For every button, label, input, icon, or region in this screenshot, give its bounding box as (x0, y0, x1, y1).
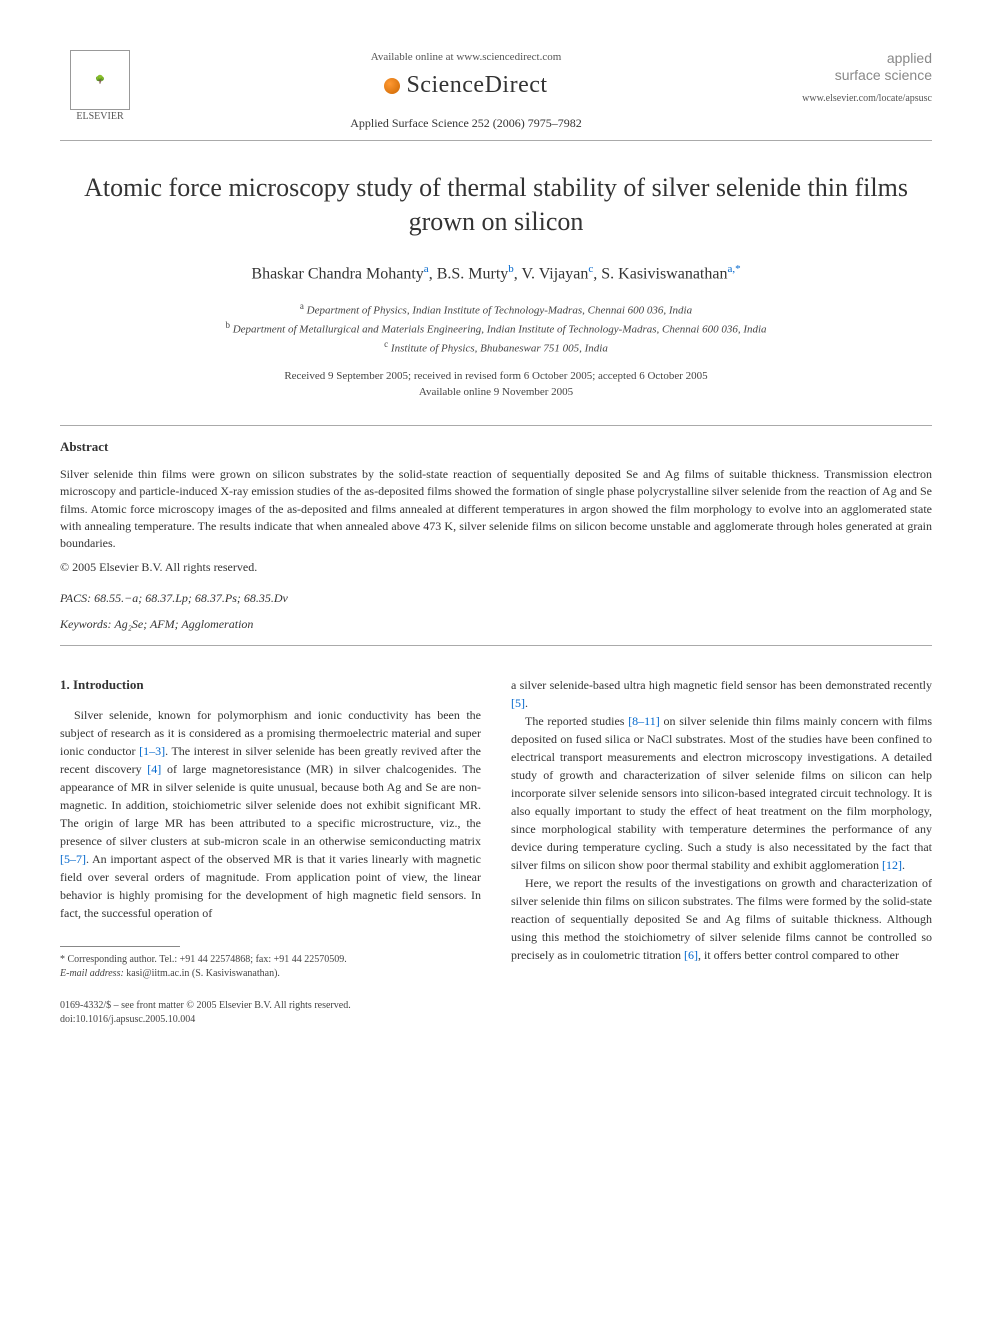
sciencedirect-logo: ScienceDirect (140, 69, 792, 103)
elsevier-label: ELSEVIER (60, 110, 140, 124)
journal-brand-line2: surface science (792, 67, 932, 84)
corresponding-star-icon: * (735, 263, 741, 275)
elsevier-logo: 🌳 ELSEVIER (60, 50, 140, 124)
keywords-line: Keywords: Ag₂Se; AFM; Agglomeration (60, 616, 932, 633)
intro-heading: 1. Introduction (60, 676, 481, 694)
footnote-corr: * Corresponding author. Tel.: +91 44 225… (60, 953, 481, 967)
left-column: 1. Introduction Silver selenide, known f… (60, 676, 481, 1027)
affiliation-c-text: Institute of Physics, Bhubaneswar 751 00… (391, 343, 608, 355)
footnote-email-label: E-mail address: (60, 968, 124, 979)
abstract-bottom-divider (60, 645, 932, 646)
article-dates: Received 9 September 2005; received in r… (60, 368, 932, 401)
dates-received: Received 9 September 2005; received in r… (60, 368, 932, 385)
body-columns: 1. Introduction Silver selenide, known f… (60, 676, 932, 1027)
author-3-affil: c (588, 263, 593, 275)
pacs-line: PACS: 68.55.−a; 68.37.Lp; 68.37.Ps; 68.3… (60, 590, 932, 607)
author-4-affil: a, (727, 263, 735, 275)
footnote-email-line: E-mail address: kasi@iitm.ac.in (S. Kasi… (60, 967, 481, 981)
journal-url: www.elsevier.com/locate/apsusc (792, 92, 932, 106)
elsevier-tree-icon: 🌳 (70, 50, 130, 110)
footnote-email: kasi@iitm.ac.in (S. Kasiviswanathan). (126, 968, 280, 979)
journal-brand-line1: applied (792, 50, 932, 67)
right-column: a silver selenide-based ultra high magne… (511, 676, 932, 1027)
affiliation-a-text: Department of Physics, Indian Institute … (307, 305, 692, 317)
affiliation-b-text: Department of Metallurgical and Material… (233, 324, 767, 336)
affiliation-a: a Department of Physics, Indian Institut… (60, 300, 932, 319)
abstract-top-divider (60, 425, 932, 426)
author-3: V. Vijayan (521, 266, 588, 283)
intro-col2-p1: a silver selenide-based ultra high magne… (511, 676, 932, 712)
dates-online: Available online 9 November 2005 (60, 384, 932, 401)
pacs-value: 68.55.−a; 68.37.Lp; 68.37.Ps; 68.35.Dv (94, 591, 288, 605)
author-4: S. Kasiviswanathan (601, 266, 727, 283)
journal-reference: Applied Surface Science 252 (2006) 7975–… (140, 115, 792, 132)
author-2: B.S. Murty (437, 266, 509, 283)
available-online-text: Available online at www.sciencedirect.co… (140, 50, 792, 65)
journal-brand: applied surface science (792, 50, 932, 84)
corresponding-footnote: * Corresponding author. Tel.: +91 44 225… (60, 953, 481, 981)
author-2-affil: b (508, 263, 514, 275)
keywords-value: Ag₂Se; AFM; Agglomeration (114, 617, 253, 631)
abstract-copyright: © 2005 Elsevier B.V. All rights reserved… (60, 559, 932, 576)
intro-col1-p1: Silver selenide, known for polymorphism … (60, 706, 481, 922)
header-row: 🌳 ELSEVIER Available online at www.scien… (60, 50, 932, 132)
footer-block: 0169-4332/$ – see front matter © 2005 El… (60, 999, 481, 1027)
sciencedirect-text: ScienceDirect (406, 69, 547, 103)
right-header: applied surface science www.elsevier.com… (792, 50, 932, 106)
header-divider (60, 140, 932, 141)
article-title: Atomic force microscopy study of thermal… (60, 171, 932, 239)
author-1-affil: a (424, 263, 429, 275)
footer-issn: 0169-4332/$ – see front matter © 2005 El… (60, 999, 481, 1013)
affiliation-c: c Institute of Physics, Bhubaneswar 751 … (60, 338, 932, 357)
abstract-heading: Abstract (60, 438, 932, 456)
intro-col2-p2: The reported studies [8–11] on silver se… (511, 712, 932, 874)
keywords-label: Keywords: (60, 617, 112, 631)
pacs-label: PACS: (60, 591, 91, 605)
author-1: Bhaskar Chandra Mohanty (251, 266, 423, 283)
footer-doi: doi:10.1016/j.apsusc.2005.10.004 (60, 1013, 481, 1027)
affiliations-block: a Department of Physics, Indian Institut… (60, 300, 932, 357)
footnote-divider (60, 946, 180, 947)
abstract-text: Silver selenide thin films were grown on… (60, 466, 932, 553)
affiliation-b: b Department of Metallurgical and Materi… (60, 319, 932, 338)
author-list: Bhaskar Chandra Mohantya, B.S. Murtyb, V… (60, 262, 932, 286)
center-header: Available online at www.sciencedirect.co… (140, 50, 792, 132)
intro-col2-p3: Here, we report the results of the inves… (511, 874, 932, 964)
page-container: 🌳 ELSEVIER Available online at www.scien… (0, 0, 992, 1077)
sciencedirect-icon (384, 78, 400, 94)
